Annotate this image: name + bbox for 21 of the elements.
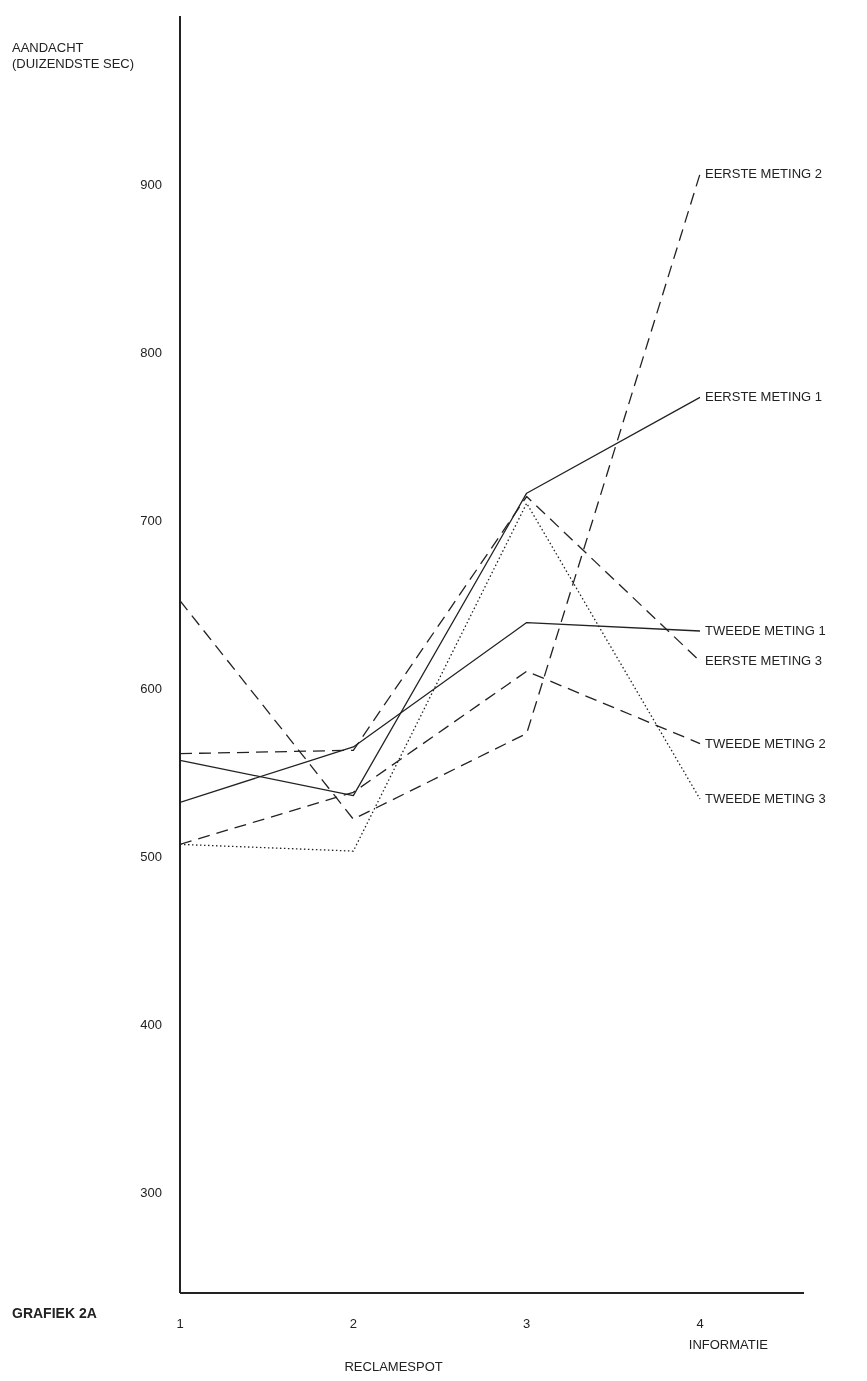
series-label: EERSTE METING 3 [705,653,823,669]
y-tick-label: 500 [140,848,162,864]
text: GRAFIEK 2A [12,1305,97,1321]
series-label: TWEEDE METING 1 [705,622,826,638]
y-tick-label: 600 [140,680,162,696]
x-tick-label: 1 [176,1316,184,1332]
series-label: EERSTE METING 1 [705,389,823,405]
y-tick-label: 900 [140,176,162,192]
series-label: TWEEDE METING 2 [705,735,826,751]
series-label: EERSTE METING 2 [705,165,823,181]
y-axis-title: AANDACHT (DUIZENDSTE SEC) [12,40,136,72]
x-tick-label: 4 [696,1316,704,1332]
y-tick-label: 700 [140,512,162,528]
y-tick-label: 800 [140,344,162,360]
x-tick-label: 3 [523,1316,531,1332]
series-label: TWEEDE METING 3 [705,791,826,806]
text: RECLAMESPOT [344,1359,443,1374]
text: INFORMATIE [688,1337,769,1352]
y-tick-label: 400 [140,1016,162,1032]
y-tick-label: 300 [140,1184,162,1200]
x-tick-label: 2 [349,1316,357,1332]
